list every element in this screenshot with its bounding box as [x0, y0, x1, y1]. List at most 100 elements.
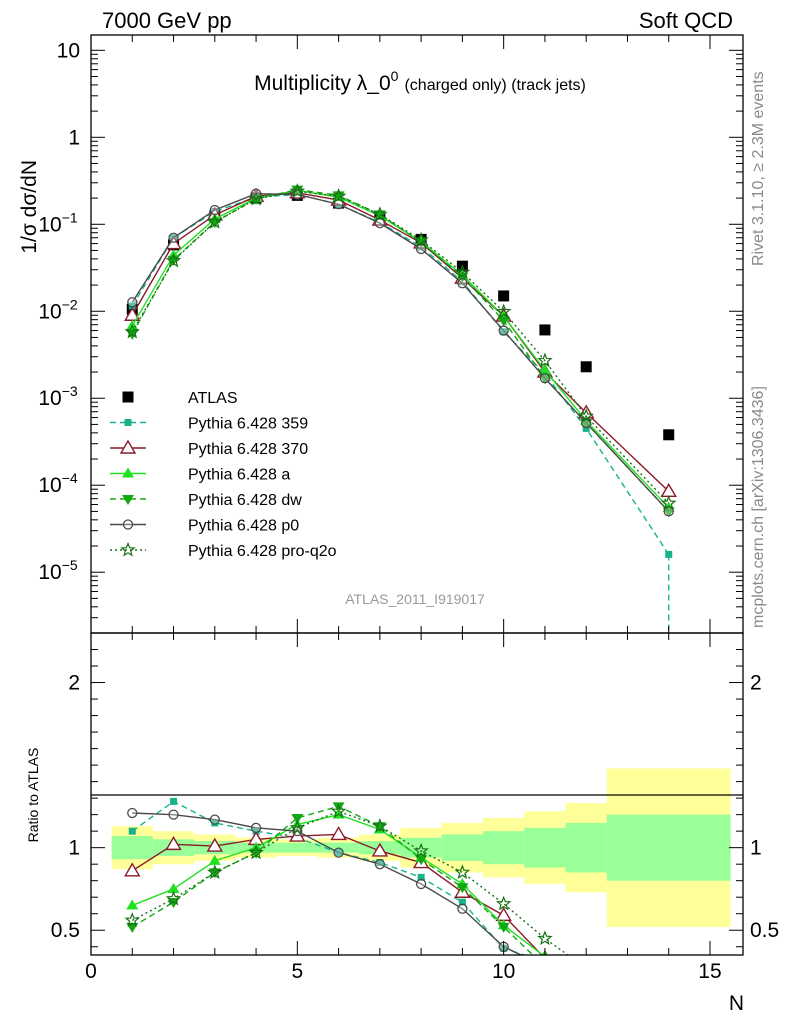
ratio-point: [415, 855, 428, 866]
legend-marker: [122, 391, 134, 403]
legend-label: Pythia 6.428 pro-q2o: [188, 543, 337, 560]
data-point: [124, 323, 141, 339]
ratio-point: [170, 797, 178, 805]
ratio-point: [250, 822, 262, 834]
ratio-y-tick-label: 2: [68, 672, 80, 695]
legend-marker: [122, 467, 134, 478]
data-point: [497, 316, 510, 327]
ratio-band-inner: [400, 837, 442, 858]
ratio-point: [495, 895, 512, 911]
legend-item: Pythia 6.428 370: [110, 439, 308, 458]
data-point: [457, 278, 468, 289]
x-axis-label: N: [729, 992, 744, 1015]
ratio-point: [332, 802, 345, 813]
data-point: [291, 185, 304, 196]
ratio-series-pythia-6-428-pro-q2o: [124, 803, 570, 955]
data-point: [127, 297, 138, 308]
data-point: [500, 328, 508, 336]
data-point: [330, 188, 347, 203]
x-tick-label: 15: [698, 960, 721, 983]
data-point: [168, 232, 179, 243]
legend-item: ATLAS: [122, 390, 238, 407]
plot-title-note: (charged only) (track jets): [404, 77, 585, 94]
ratio-point: [167, 882, 180, 893]
ratio-point: [376, 859, 384, 867]
data-point: [374, 218, 386, 229]
ratio-point: [209, 814, 220, 825]
data-point: [289, 183, 306, 198]
legend-label: Pythia 6.428 a: [188, 467, 290, 484]
ratio-point: [333, 847, 344, 858]
data-point: [209, 204, 220, 216]
main-series-group: [124, 183, 677, 633]
legend-marker: [122, 519, 134, 530]
y-tick-label: 10−5: [38, 557, 78, 584]
ratio-y-axis-label: Ratio to ATLAS: [25, 748, 41, 843]
ratio-point: [124, 862, 141, 877]
ratio-point: [457, 903, 468, 914]
legend-label: Pythia 6.428 359: [188, 416, 308, 433]
data-point: [537, 352, 553, 368]
legend-label: Pythia 6.428 p0: [188, 518, 299, 535]
plot-title-main: Multiplicity λ_0: [254, 72, 391, 95]
ratio-point: [168, 809, 179, 820]
data-point: [413, 231, 429, 247]
data-point: [248, 190, 264, 206]
data-point: [372, 206, 388, 221]
ratio-point: [371, 842, 389, 857]
ratio-point: [373, 822, 386, 833]
y-tick-label: 10−2: [38, 296, 78, 323]
ratio-point: [167, 898, 180, 909]
ratio-point: [330, 826, 347, 841]
header-category-label: Soft QCD: [639, 8, 733, 33]
legend-item: Pythia 6.428 359: [110, 416, 308, 433]
ratio-point: [126, 922, 139, 933]
data-point: [415, 243, 427, 255]
x-tick-label: 5: [291, 960, 303, 983]
ratio-line: [131, 810, 570, 955]
ratio-point: [456, 883, 469, 894]
ratio-point: [165, 890, 182, 906]
x-tick-label: 0: [85, 960, 97, 983]
series-pythia-6-428-a: [126, 184, 675, 512]
mcplots-label: mcplots.cern.ch [arXiv:1306.3436]: [750, 386, 767, 628]
data-point: [538, 364, 551, 375]
y-tick-label: 10−3: [38, 383, 78, 410]
series-line: [131, 189, 670, 509]
ratio-point: [372, 818, 388, 833]
y-tick-label: 10: [57, 39, 80, 62]
ratio-band-inner: [276, 842, 318, 853]
ratio-line: [132, 812, 523, 955]
y-tick-label: 10−4: [38, 470, 78, 497]
legend-item: Pythia 6.428 a: [110, 467, 290, 484]
legend-marker: [122, 495, 134, 505]
plot-title: Multiplicity λ_00 (charged only) (track j…: [254, 68, 586, 95]
ratio-series-pythia-6-428-370: [124, 826, 548, 955]
ratio-y-tick-label-right: 2: [750, 672, 762, 695]
data-point: [578, 408, 594, 423]
series-line: [131, 190, 670, 504]
ratio-point: [124, 912, 141, 927]
ratio-point: [208, 868, 221, 879]
plot-title-sup: 0: [391, 68, 399, 84]
ratio-y-tick-label: 0.5: [51, 919, 80, 942]
data-point: [663, 429, 675, 441]
ratio-point: [250, 848, 263, 859]
ratio-point: [495, 906, 512, 922]
ratio-point: [248, 844, 264, 860]
main-y-axis-label: 1/σ dσ/dN: [18, 160, 41, 254]
ratio-point: [207, 864, 223, 880]
ratio-band-inner: [483, 831, 525, 865]
data-point: [498, 290, 510, 302]
ratio-point: [208, 854, 221, 865]
legend-item: Pythia 6.428 p0: [110, 518, 299, 535]
legend-label: ATLAS: [188, 390, 238, 407]
header-energy-label: 7000 GeV pp: [102, 8, 232, 33]
legend-marker: [124, 419, 132, 426]
ratio-point: [206, 837, 224, 852]
ratio-point: [374, 859, 386, 870]
ratio-point: [454, 864, 471, 880]
ratio-series-group: [124, 797, 570, 955]
legend-label: Pythia 6.428 dw: [188, 492, 302, 509]
data-point: [454, 264, 471, 279]
